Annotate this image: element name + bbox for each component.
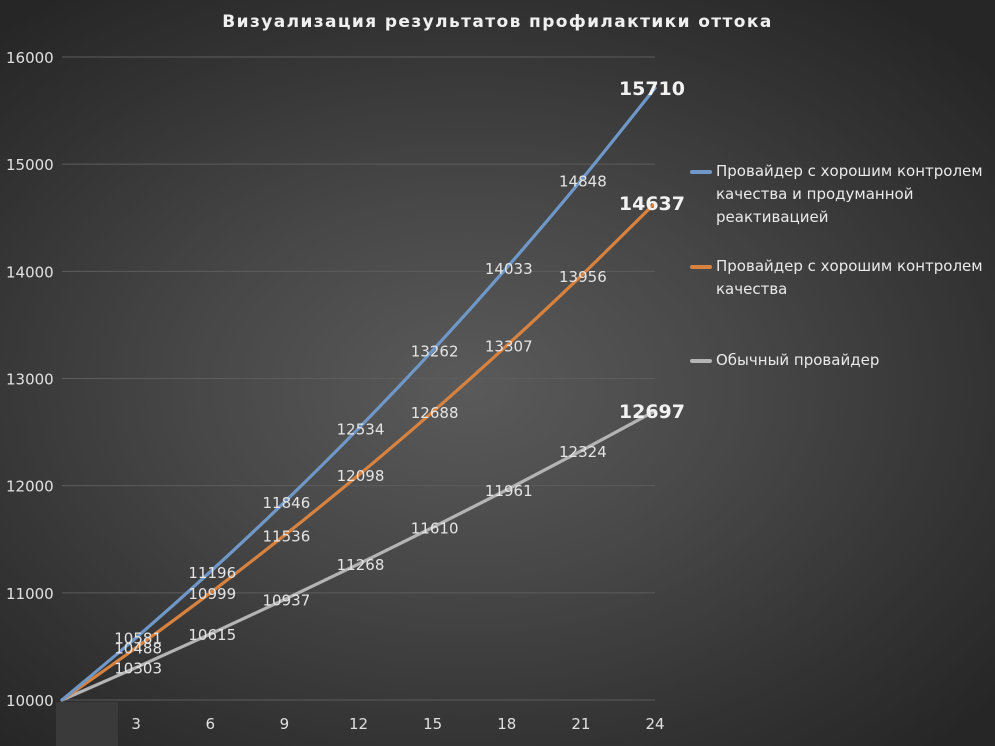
series-line-0 bbox=[60, 86, 657, 702]
x-tick-label: 24 bbox=[645, 715, 664, 733]
data-label: 10937 bbox=[263, 592, 311, 610]
series-line-1 bbox=[60, 201, 657, 702]
legend-swatch-gray bbox=[690, 359, 712, 363]
data-label: 12688 bbox=[411, 404, 459, 422]
y-tick-label: 16000 bbox=[6, 49, 54, 67]
data-label: 10999 bbox=[188, 585, 236, 603]
legend-item-quality-reactivation: Провайдер с хорошим контролем качества и… bbox=[690, 160, 990, 229]
data-label: 11846 bbox=[263, 494, 311, 512]
legend-item-quality: Провайдер с хорошим контролем качества bbox=[690, 255, 990, 301]
x-tick-label: 9 bbox=[280, 715, 290, 733]
x-tick-label: 15 bbox=[423, 715, 442, 733]
data-label: 14848 bbox=[559, 172, 607, 190]
legend-label: Обычный провайдер bbox=[716, 351, 880, 369]
x-tick-label: 21 bbox=[571, 715, 590, 733]
data-label: 11536 bbox=[263, 527, 311, 545]
data-label: 11961 bbox=[485, 482, 533, 500]
data-label: 10581 bbox=[114, 630, 162, 648]
data-label: 12697 bbox=[619, 401, 685, 423]
data-label: 10303 bbox=[114, 660, 162, 678]
data-label: 12098 bbox=[337, 467, 385, 485]
data-label: 11196 bbox=[188, 564, 236, 582]
legend-item-regular: Обычный провайдер bbox=[690, 349, 990, 372]
data-label: 11610 bbox=[411, 519, 459, 537]
legend-swatch-blue bbox=[690, 170, 712, 174]
legend-swatch-orange bbox=[690, 265, 712, 269]
legend-label: Провайдер с хорошим контролем качества и… bbox=[716, 162, 983, 226]
y-tick-label: 12000 bbox=[6, 478, 54, 496]
data-label: 10488 bbox=[114, 640, 162, 658]
series-line-2 bbox=[60, 409, 657, 702]
data-label: 10615 bbox=[188, 626, 236, 644]
data-label: 15710 bbox=[619, 78, 685, 100]
y-tick-label: 10000 bbox=[6, 692, 54, 710]
y-tick-label: 11000 bbox=[6, 585, 54, 603]
data-label: 13262 bbox=[411, 342, 459, 360]
chart-title: Визуализация результатов профилактики от… bbox=[222, 12, 773, 32]
data-label: 12324 bbox=[559, 443, 607, 461]
legend-label: Провайдер с хорошим контролем качества bbox=[716, 257, 983, 298]
x-tick-label: 3 bbox=[131, 715, 141, 733]
legend: Провайдер с хорошим контролем качества и… bbox=[690, 160, 990, 398]
x-tick-label: 18 bbox=[497, 715, 516, 733]
x-tick-label: 12 bbox=[349, 715, 368, 733]
x-tick-label: 6 bbox=[205, 715, 215, 733]
y-tick-label: 14000 bbox=[6, 263, 54, 281]
redaction-block bbox=[56, 702, 118, 746]
data-label: 13307 bbox=[485, 338, 533, 356]
data-label: 14637 bbox=[619, 193, 685, 215]
data-label: 13956 bbox=[559, 268, 607, 286]
y-tick-label: 13000 bbox=[6, 371, 54, 389]
data-label: 14033 bbox=[485, 260, 533, 278]
y-tick-label: 15000 bbox=[6, 156, 54, 174]
data-label: 11268 bbox=[337, 556, 385, 574]
data-label: 12534 bbox=[337, 420, 385, 438]
